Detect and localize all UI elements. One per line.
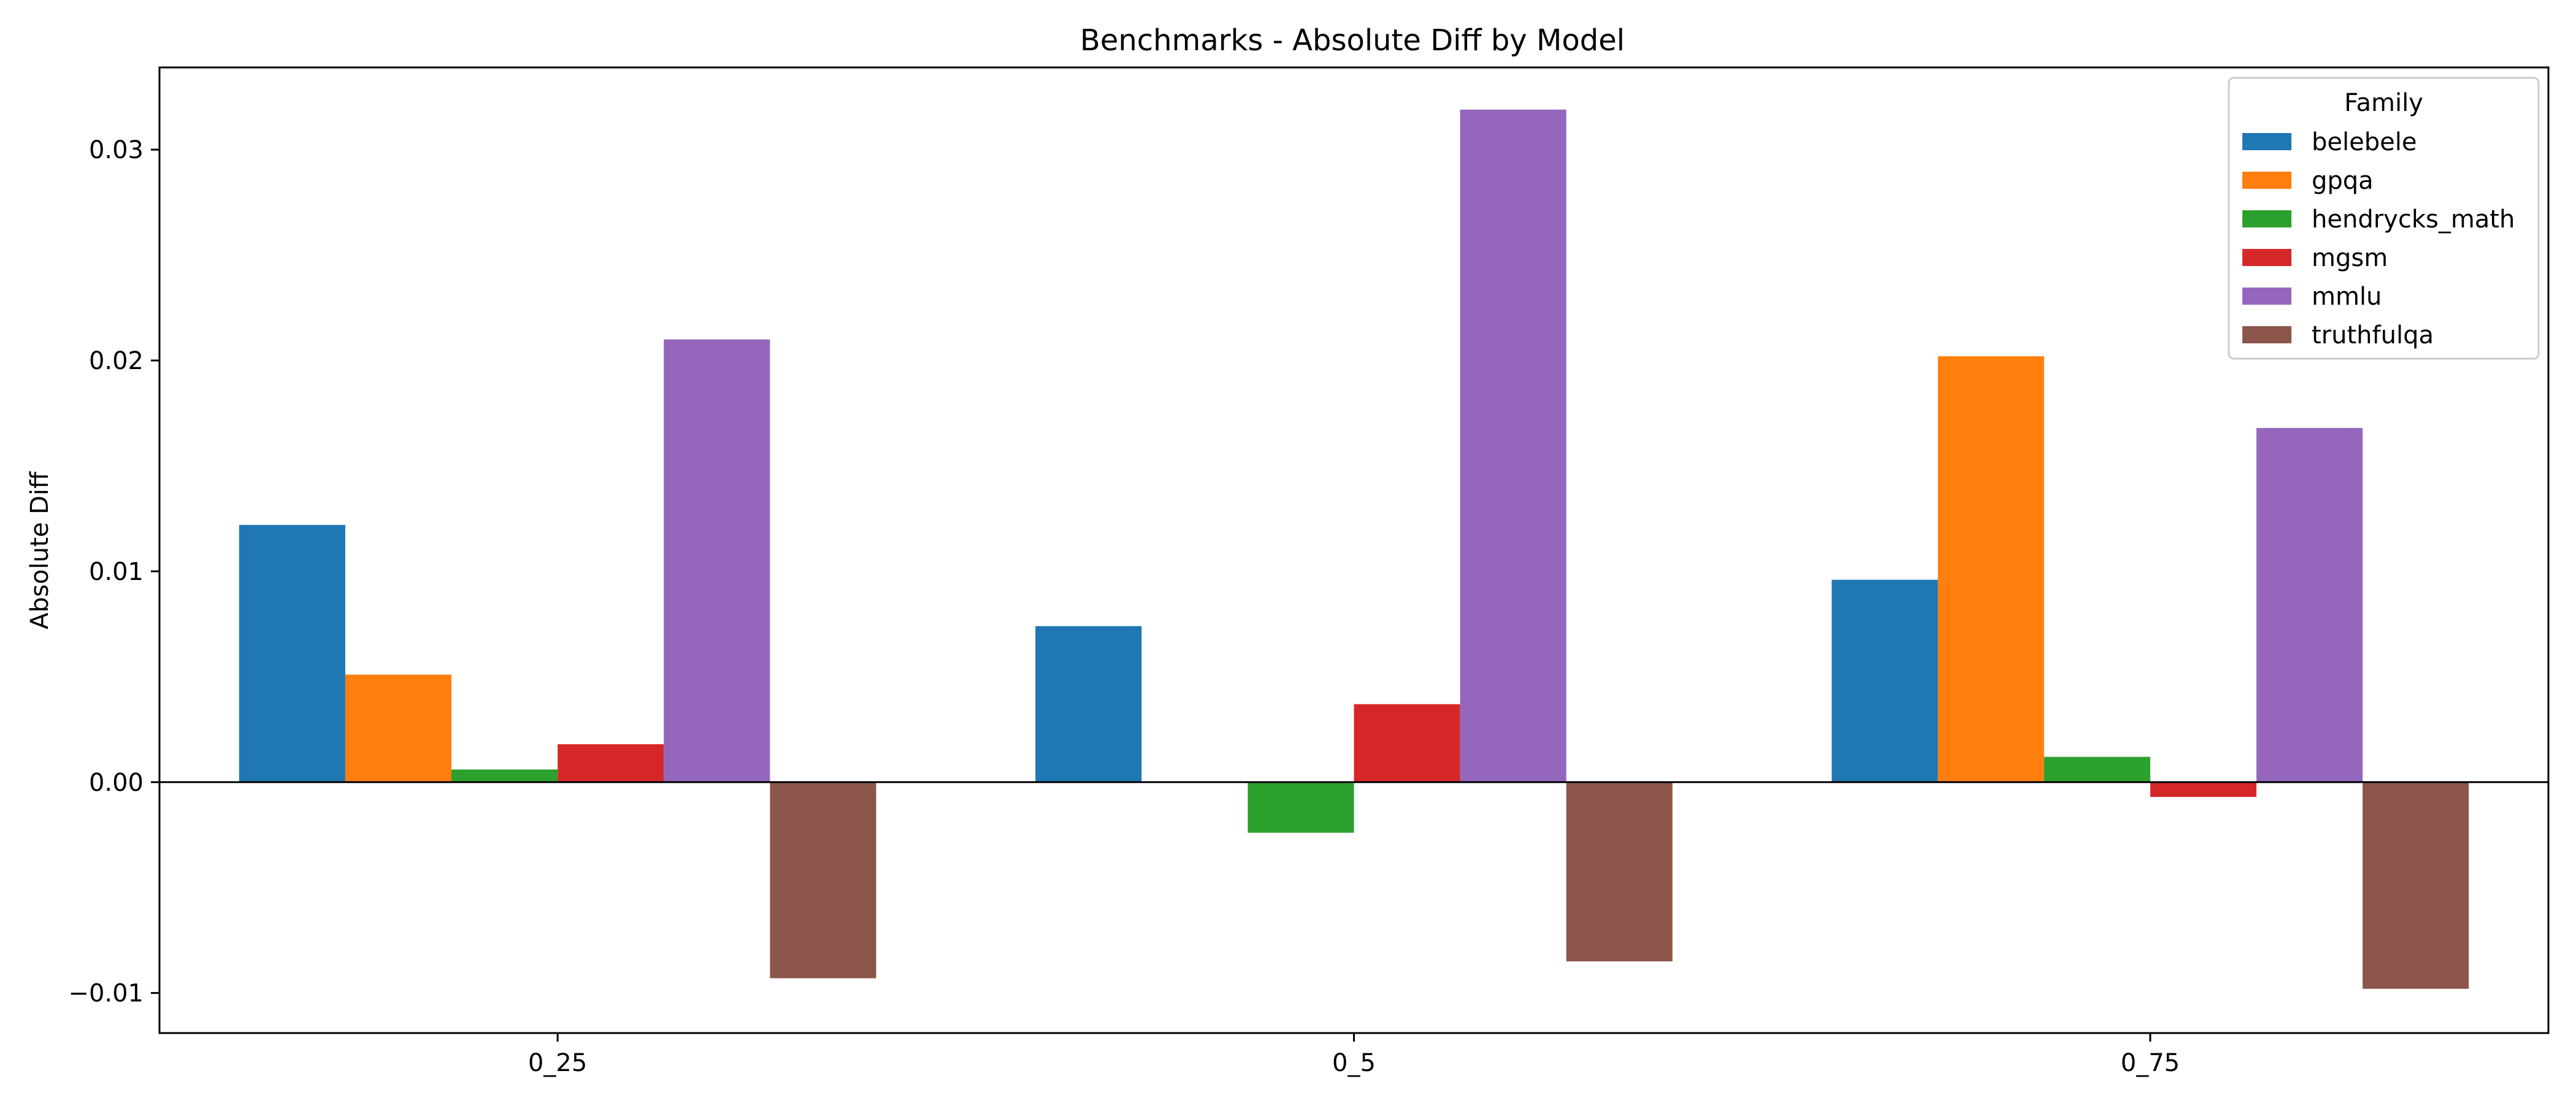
bar-belebele-0_75	[1831, 579, 1938, 782]
legend-swatch-truthfulqa	[2242, 326, 2291, 343]
legend-swatch-belebele	[2242, 133, 2291, 150]
bar-mgsm-0_25	[558, 744, 664, 782]
chart-title: Benchmarks - Absolute Diff by Model	[1080, 23, 1625, 58]
y-axis-label: Absolute Diff	[26, 471, 54, 629]
axes-layer	[158, 66, 2550, 1034]
bar-hendrycks_math-0_75	[2044, 757, 2150, 782]
legend-label-hendrycks_math: hendrycks_math	[2312, 205, 2515, 234]
bar-mmlu-0_5	[1460, 109, 1566, 782]
y-tick-label: 0.01	[89, 558, 144, 586]
bar-truthfulqa-0_25	[770, 782, 876, 978]
x-tick-label: 0_25	[528, 1049, 587, 1077]
y-tick-label: 0.02	[89, 347, 144, 375]
legend-label-mgsm: mgsm	[2312, 244, 2388, 272]
legend-label-mmlu: mmlu	[2312, 283, 2382, 311]
bar-belebele-0_5	[1035, 626, 1142, 782]
bar-mmlu-0_75	[2256, 428, 2363, 782]
bar-hendrycks_math-0_5	[1248, 782, 1354, 833]
legend-swatch-gpqa	[2242, 172, 2291, 189]
ticks-layer: −0.01 0.00 0.01 0.02 0.03 0_25 0_5 0_75	[68, 136, 2180, 1077]
legend-label-belebele: belebele	[2312, 128, 2417, 156]
bar-gpqa-0_25	[345, 674, 452, 782]
bar-mmlu-0_25	[664, 339, 770, 782]
legend-label-truthfulqa: truthfulqa	[2312, 321, 2434, 349]
y-tick-label: −0.01	[68, 980, 144, 1008]
bar-truthfulqa-0_75	[2363, 782, 2469, 989]
bar-mgsm-0_75	[2150, 782, 2256, 797]
legend-frame	[2228, 77, 2540, 360]
bar-gpqa-0_75	[1938, 356, 2044, 782]
x-tick-label: 0_75	[2121, 1049, 2180, 1077]
legend-swatch-hendrycks_math	[2242, 210, 2291, 227]
y-tick-label: 0.03	[89, 136, 144, 164]
plot-frame	[158, 66, 2550, 1034]
bars-layer	[239, 109, 2469, 989]
y-tick-label: 0.00	[89, 769, 144, 797]
legend-swatch-mgsm	[2242, 249, 2291, 266]
x-tick-label: 0_5	[1332, 1049, 1376, 1077]
bar-truthfulqa-0_5	[1566, 782, 1673, 962]
legend-title: Family	[2344, 89, 2423, 117]
legend-label-gpqa: gpqa	[2312, 167, 2374, 195]
bar-hendrycks_math-0_25	[451, 769, 558, 782]
bar-belebele-0_25	[239, 525, 345, 782]
legend-swatch-mmlu	[2242, 288, 2291, 305]
bar-mgsm-0_5	[1354, 704, 1460, 782]
